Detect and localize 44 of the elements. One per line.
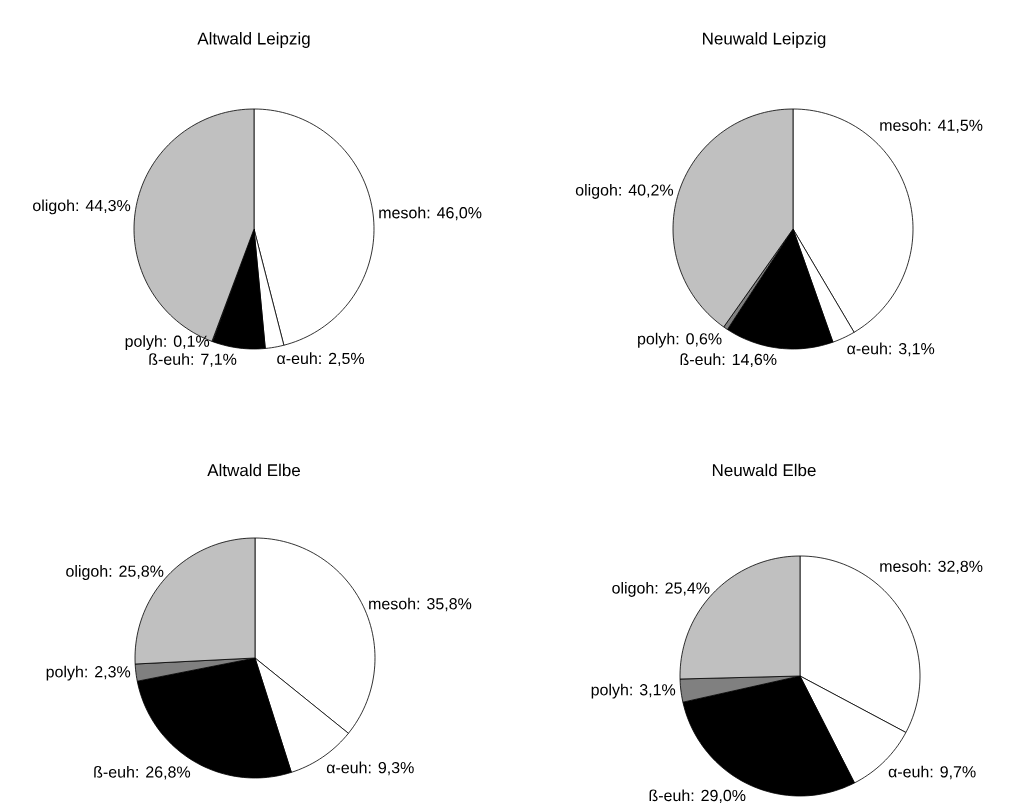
slice-label: ß-euh	[649, 789, 690, 802]
data-label: : 9,3%	[368, 761, 414, 776]
slice-label: polyh	[638, 332, 675, 348]
data-label: : 44,3%	[76, 199, 131, 214]
data-label: : 41,5%	[928, 119, 983, 133]
data-label: : 0,1%	[164, 335, 210, 349]
slice-label: ß-euh	[680, 353, 721, 366]
slice-label: mesoh	[379, 206, 426, 219]
data-label: : 7,1%	[191, 353, 237, 367]
chart-title: Neuwald Leipzig	[703, 32, 826, 48]
data-label: : 35,8%	[417, 598, 472, 612]
data-label: : 2,3%	[85, 666, 131, 680]
slice-label: α-euh	[277, 352, 317, 365]
data-label: : 9,7%	[930, 766, 976, 780]
data-label: : 26,8%	[136, 766, 191, 780]
slice-label: oligoh	[66, 565, 108, 581]
slice-label: polyh	[125, 335, 162, 351]
data-label: : 2,5%	[319, 352, 365, 366]
slice-label: mesoh	[880, 560, 927, 572]
data-label: : 0,6%	[676, 333, 722, 347]
slice-label: polyh	[46, 665, 83, 681]
data-label: : 46,0%	[427, 207, 482, 221]
data-label: : 14,6%	[722, 353, 777, 367]
slice-label: oligoh	[575, 183, 617, 199]
slice-label: mesoh	[880, 119, 927, 131]
chart-title: Neuwald Elbe	[712, 463, 816, 477]
slice-label: mesoh	[369, 597, 416, 610]
data-label: : 40,2%	[619, 184, 674, 198]
slice-label: α-euh	[847, 342, 887, 355]
data-label: : 25,8%	[109, 565, 164, 579]
data-label: : 25,4%	[655, 582, 710, 596]
slice-label: α-euh	[326, 761, 367, 774]
data-label: : 3,1%	[889, 342, 935, 357]
slice-label: ß-euh	[94, 765, 134, 778]
slice-label: ß-euh	[149, 353, 189, 365]
slice-label: α-euh	[888, 765, 929, 778]
slice-label: oligoh	[612, 581, 654, 597]
chart-title: Altwald Elbe	[207, 463, 300, 477]
slice-label: oligoh	[33, 199, 74, 215]
chart-title: Altwald Leipzig	[197, 32, 310, 48]
slice-label: polyh	[591, 683, 628, 699]
data-label: : 32,8%	[928, 560, 983, 574]
data-label: : 29,0%	[691, 789, 746, 804]
data-label: : 3,1%	[630, 684, 676, 698]
